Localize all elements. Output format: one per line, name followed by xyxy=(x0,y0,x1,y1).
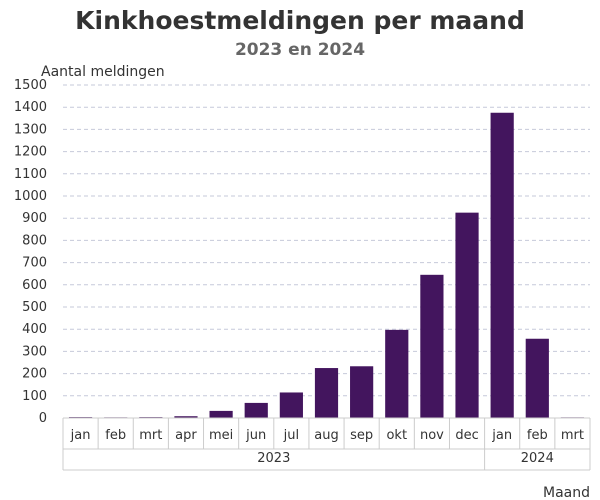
x-axis-title: Maand xyxy=(543,485,590,500)
y-axis: 0 100 200 300 400 500 600 700 800 900 1000 1100 1200… xyxy=(14,78,47,426)
x-group-label: 2024 xyxy=(521,451,554,466)
bar[interactable] xyxy=(244,402,268,418)
bar[interactable] xyxy=(314,368,339,418)
x-tick-label: sep xyxy=(350,428,373,443)
x-tick-label: aug xyxy=(314,428,338,443)
chart-subtitle: 2023 en 2024 xyxy=(234,40,366,60)
bar[interactable] xyxy=(420,274,444,418)
x-tick-label: feb xyxy=(527,428,548,443)
x-tick-label: dec xyxy=(455,428,478,443)
y-tick-label: 500 xyxy=(22,300,47,315)
y-tick-label: 800 xyxy=(22,233,47,248)
x-tick-label: jan xyxy=(491,428,512,443)
x-tick-label: okt xyxy=(386,428,407,443)
bar[interactable] xyxy=(279,392,303,418)
x-tick-label: jun xyxy=(245,428,266,443)
y-tick-label: 1500 xyxy=(14,78,47,93)
y-tick-label: 100 xyxy=(22,389,47,404)
chart-title: Kinkhoestmeldingen per maand xyxy=(75,6,525,35)
y-tick-label: 300 xyxy=(22,344,47,359)
y-tick-label: 1300 xyxy=(14,122,47,137)
y-axis-title: Aantal meldingen xyxy=(41,64,165,80)
y-tick-label: 400 xyxy=(22,322,47,337)
bar[interactable] xyxy=(525,338,549,418)
y-tick-label: 0 xyxy=(39,411,47,426)
x-tick-label: jan xyxy=(70,428,91,443)
bars xyxy=(68,112,585,418)
y-tick-label: 200 xyxy=(22,367,47,382)
x-tick-label: jul xyxy=(283,428,299,443)
x-axis: jan feb mrt apr mei jun jul aug sep okt nov dec jan f… xyxy=(62,417,591,471)
x-tick-label: mrt xyxy=(561,428,584,443)
bar[interactable] xyxy=(209,410,233,418)
x-tick-label: mrt xyxy=(139,428,162,443)
x-tick-label: feb xyxy=(105,428,126,443)
x-tick-label: nov xyxy=(420,428,444,443)
bar[interactable] xyxy=(490,112,514,418)
y-tick-label: 900 xyxy=(22,211,47,226)
y-tick-label: 1200 xyxy=(14,145,47,160)
bar[interactable] xyxy=(455,212,479,418)
bar[interactable] xyxy=(385,329,409,418)
y-tick-label: 700 xyxy=(22,256,47,271)
y-tick-label: 1100 xyxy=(14,167,47,182)
x-group-label: 2023 xyxy=(257,451,290,466)
bar[interactable] xyxy=(174,416,198,418)
gridlines xyxy=(63,84,590,397)
y-tick-label: 1000 xyxy=(14,189,47,204)
y-tick-label: 600 xyxy=(22,278,47,293)
bar[interactable] xyxy=(350,366,374,418)
y-tick-label: 1400 xyxy=(14,100,47,115)
x-tick-label: mei xyxy=(209,428,233,443)
x-tick-label: apr xyxy=(175,428,197,443)
